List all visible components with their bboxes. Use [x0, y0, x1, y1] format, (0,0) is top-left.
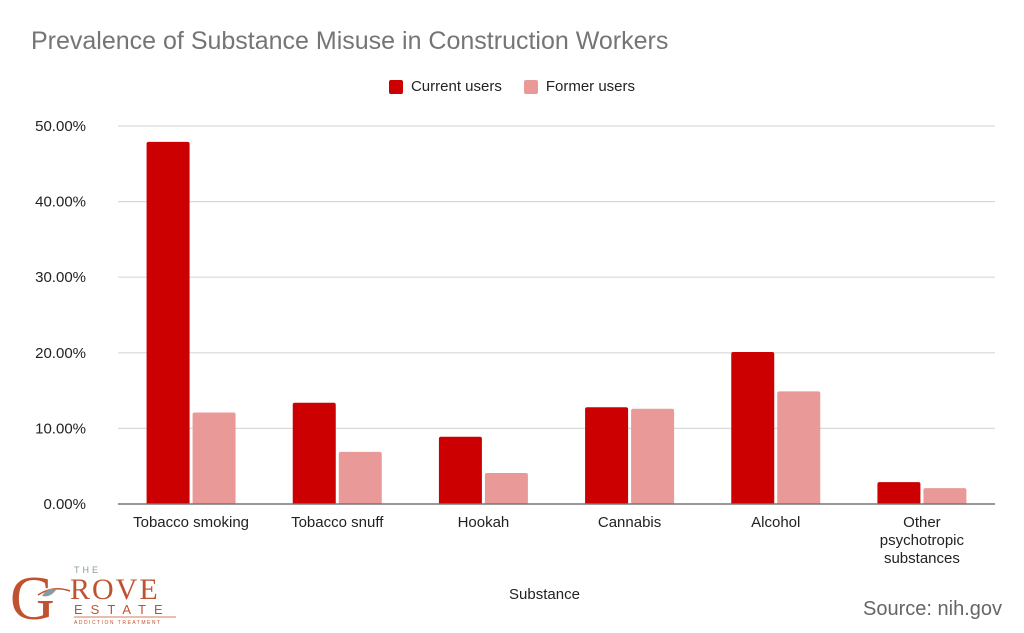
- legend-swatch-current: [388, 79, 403, 94]
- bar-former: [631, 408, 675, 504]
- bar-current: [877, 482, 921, 504]
- bar-former: [338, 451, 382, 504]
- legend-item-current: Current users: [388, 78, 502, 95]
- x-tick-label: Alcohol: [751, 514, 800, 531]
- y-tick-label: 0.00%: [43, 496, 86, 513]
- x-tick-label: Tobacco snuff: [291, 514, 384, 531]
- bar-current: [438, 436, 482, 504]
- bar-current: [731, 352, 775, 504]
- y-tick-label: 10.00%: [35, 420, 86, 437]
- y-tick-label: 50.00%: [35, 118, 86, 135]
- svg-text:G: G: [10, 565, 55, 625]
- y-tick-label: 40.00%: [35, 194, 86, 211]
- grove-estate-logo: G THE ROVE ESTATE ADDICTION TREATMENT: [8, 563, 183, 633]
- bar-current: [292, 402, 336, 504]
- legend-label-current: Current users: [410, 78, 502, 95]
- svg-text:ADDICTION TREATMENT: ADDICTION TREATMENT: [74, 620, 161, 625]
- source-note: Source: nih.gov: [863, 598, 1002, 620]
- legend-label-former: Former users: [545, 78, 636, 95]
- bar-current: [585, 407, 629, 504]
- legend-item-former: Former users: [523, 78, 636, 95]
- bar-current: [146, 141, 190, 504]
- x-tick-label: Hookah: [458, 514, 510, 531]
- chart-title: Prevalence of Substance Misuse in Constr…: [31, 27, 669, 55]
- bar-former: [777, 391, 821, 504]
- legend-swatch-former: [523, 79, 538, 94]
- bar-former: [923, 488, 967, 504]
- x-tick-label: Cannabis: [598, 514, 661, 531]
- x-tick-label: Other psychotropic substances: [880, 514, 965, 567]
- y-tick-label: 30.00%: [35, 269, 86, 286]
- bar-former: [192, 412, 236, 504]
- svg-text:ROVE: ROVE: [70, 573, 160, 606]
- y-tick-label: 20.00%: [35, 345, 86, 362]
- x-tick-label: Tobacco smoking: [133, 514, 249, 531]
- svg-text:THE: THE: [74, 565, 101, 575]
- x-axis-title: Substance: [509, 586, 580, 603]
- bar-former: [484, 473, 528, 504]
- legend: Current users Former users: [0, 78, 1024, 95]
- svg-text:ESTATE: ESTATE: [74, 602, 171, 617]
